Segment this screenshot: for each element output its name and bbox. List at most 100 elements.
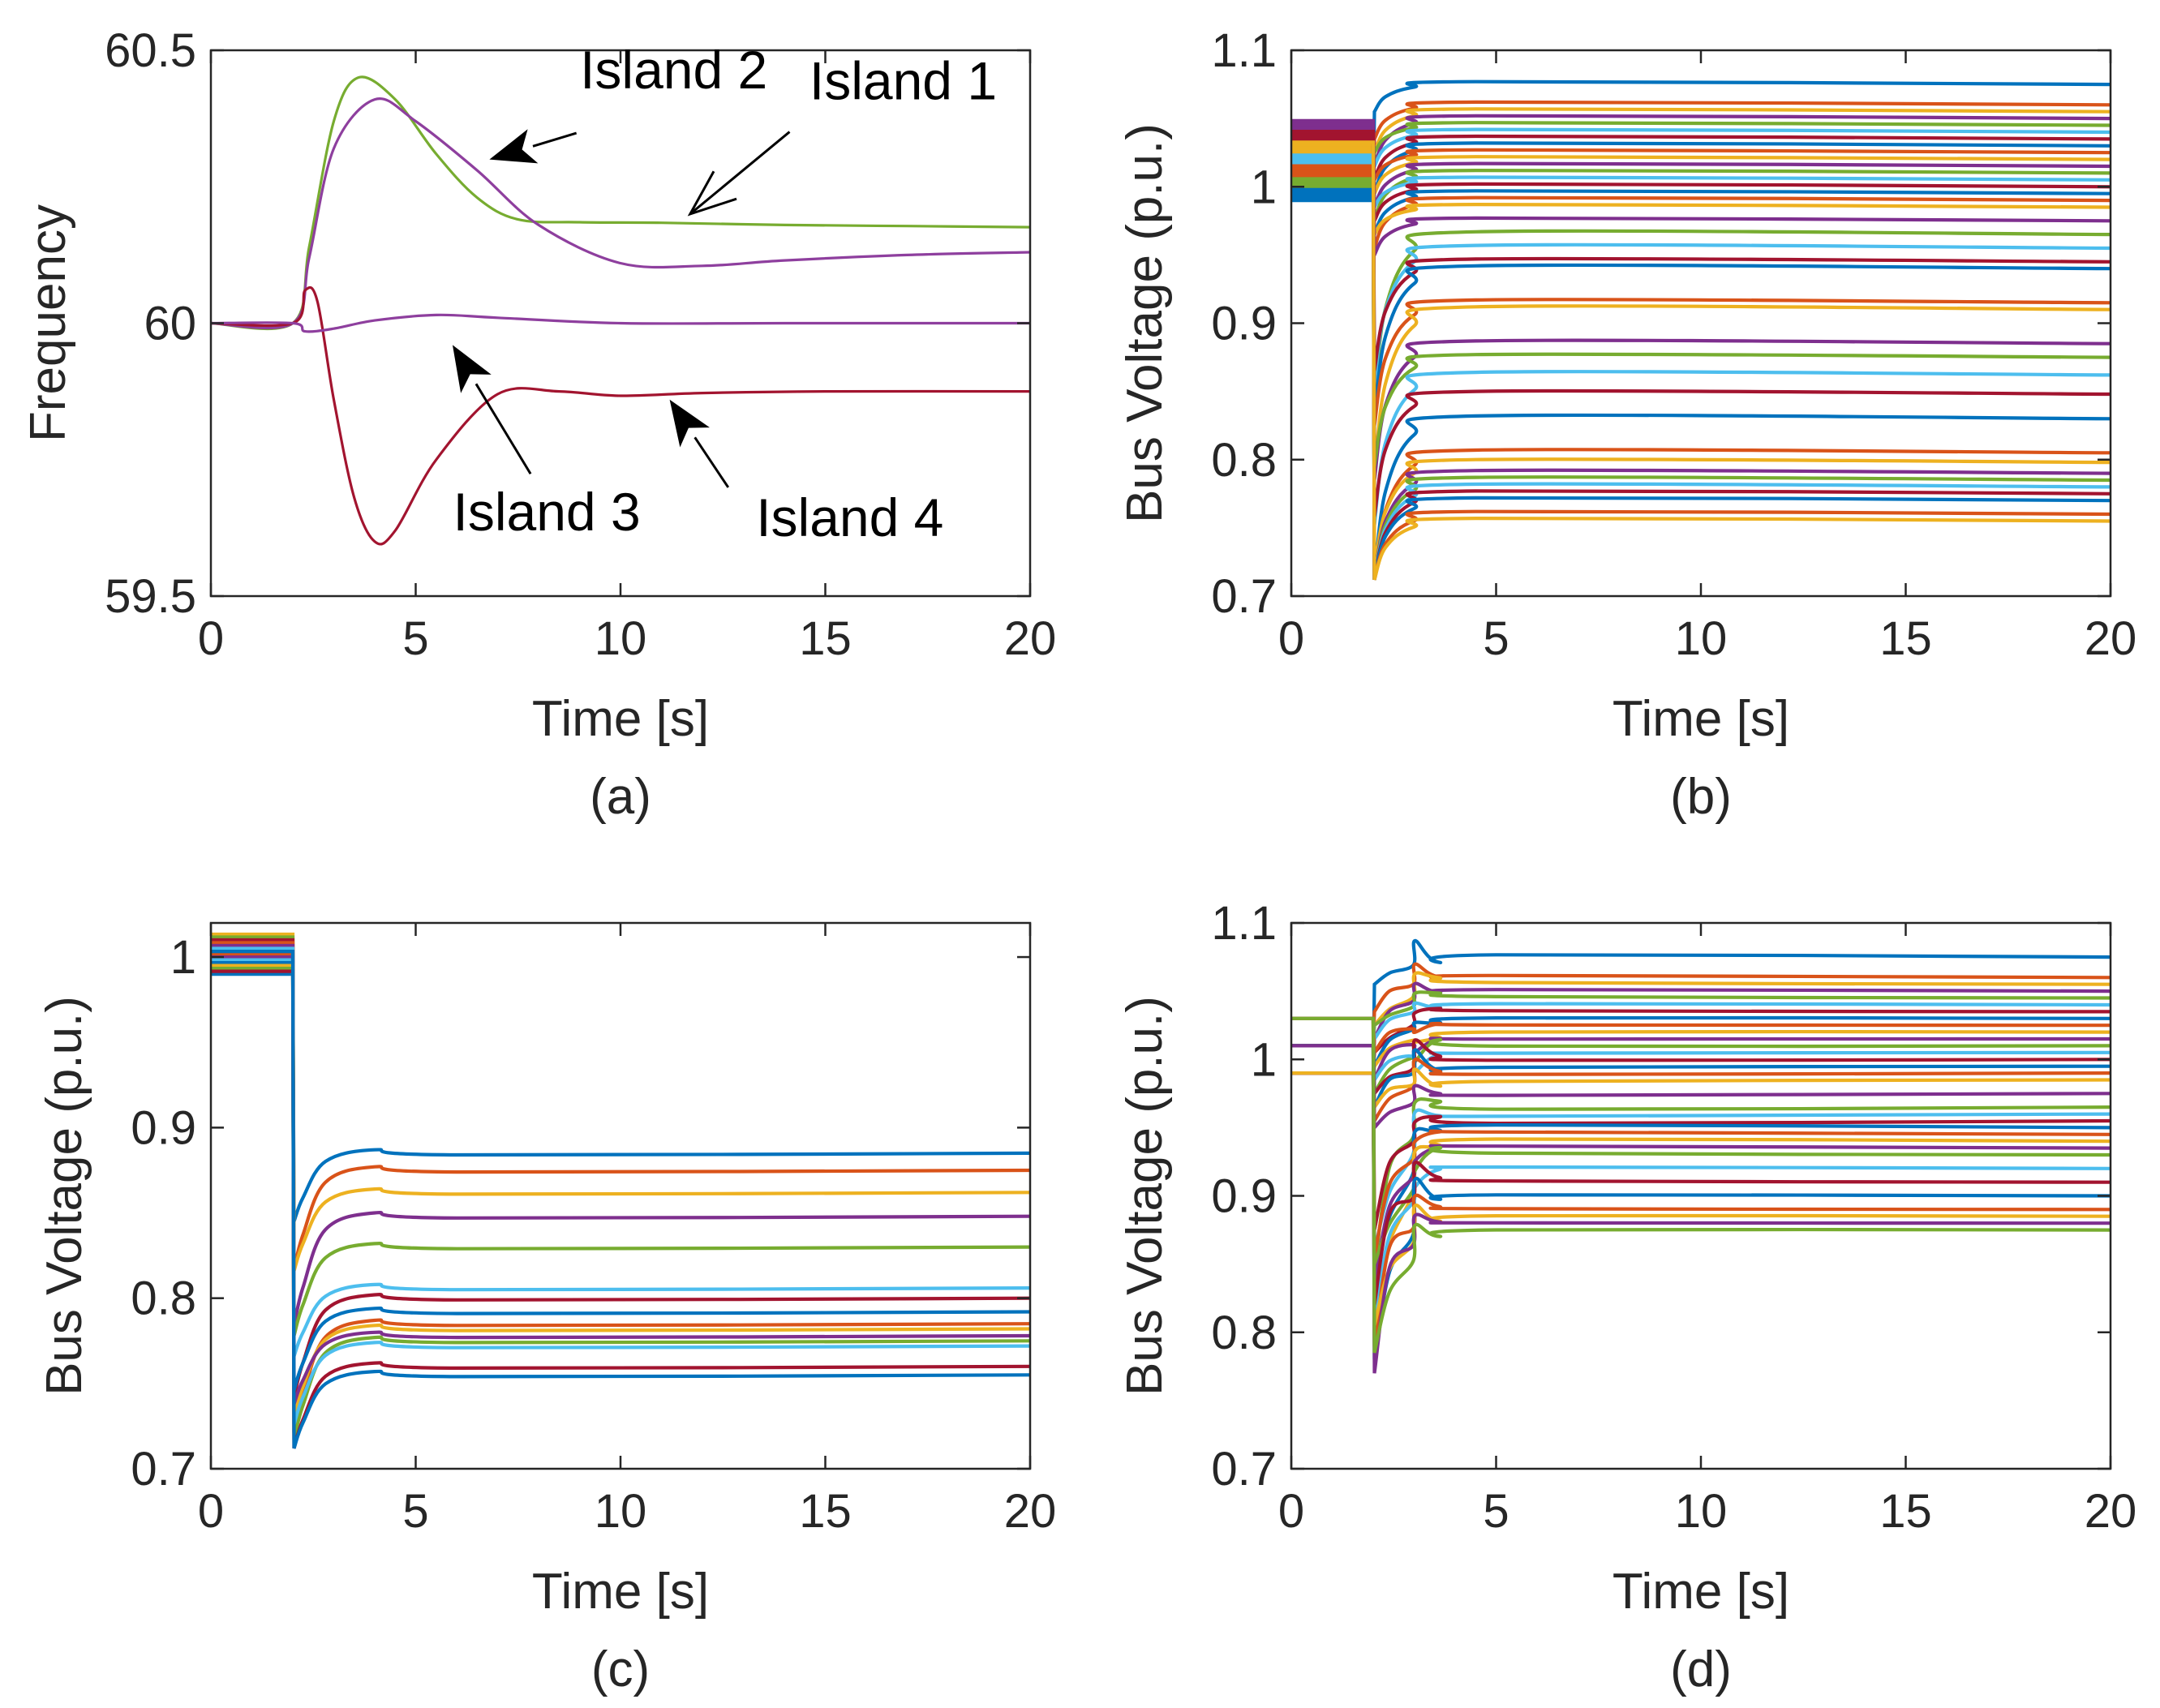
panel-caption: (a) — [590, 769, 651, 825]
y-tick-label: 1 — [1251, 1033, 1277, 1086]
bus-voltage-line — [211, 952, 1030, 1270]
series-line-island-1 — [211, 75, 1030, 331]
annotation-label: Island 2 — [580, 40, 767, 100]
bus-voltage-line — [1291, 148, 2111, 184]
bus-voltage-line — [1291, 147, 2111, 240]
bus-voltage-line — [1291, 192, 2111, 419]
series-line-island-4 — [211, 313, 1030, 333]
panel-b-chart: 0 5 10 15 20 0.7 0.8 0.9 1 1.1 Time [s] (b) Bus Volt… — [1117, 24, 2136, 825]
x-tick-label: 5 — [1483, 612, 1509, 665]
y-tick-label: 1.1 — [1211, 24, 1277, 77]
bus-voltage-line — [1291, 179, 2111, 467]
bus-voltage-line — [1291, 144, 2111, 474]
bus-voltage-line — [1291, 135, 2111, 227]
bus-voltage-line — [1291, 181, 2111, 399]
bus-voltage-line — [1291, 1016, 2111, 1058]
bus-voltage-line — [1291, 1016, 2111, 1354]
bus-voltage-line — [1291, 168, 2111, 222]
bus-voltage-line — [211, 950, 1030, 1449]
x-tick-label: 20 — [2085, 1485, 2137, 1538]
bus-voltage-line — [1291, 164, 2111, 581]
x-tick-label: 15 — [799, 1485, 852, 1538]
annotation-arrow-shaft — [694, 436, 730, 488]
x-tick-label: 0 — [198, 1485, 224, 1538]
bus-voltage-line — [211, 963, 1030, 1418]
series-group — [211, 75, 1030, 546]
bus-voltage-line — [211, 955, 1030, 1326]
bus-voltage-line — [211, 935, 1030, 1337]
bus-voltage-line — [1291, 100, 2111, 178]
annotation-label: Island 1 — [809, 51, 997, 111]
x-tick-label: 15 — [1879, 1485, 1932, 1538]
bus-voltage-line — [1291, 1016, 2111, 1320]
panel-caption: (b) — [1670, 769, 1732, 825]
x-tick-label: 0 — [198, 612, 224, 665]
bus-voltage-line — [1291, 123, 2111, 261]
series-line-island-2 — [211, 97, 1030, 330]
bus-voltage-line — [1291, 121, 2111, 190]
y-tick-label: 0.8 — [131, 1272, 196, 1325]
bus-voltage-line — [211, 932, 1030, 1272]
x-tick-label: 0 — [1278, 1485, 1304, 1538]
y-tick-label: 0.9 — [1211, 1170, 1277, 1223]
y-axis-title: Frequency — [20, 204, 76, 442]
annotation-arrow-head — [687, 170, 737, 217]
x-tick-label: 20 — [1004, 612, 1057, 665]
bus-voltage-line — [1291, 127, 2111, 170]
y-tick-label: 1.1 — [1211, 897, 1277, 950]
series-group — [1291, 938, 2111, 1374]
x-tick-label: 5 — [402, 612, 428, 665]
bus-voltage-line — [211, 961, 1030, 1391]
panel-caption: (c) — [591, 1641, 650, 1697]
bus-voltage-line — [1291, 190, 2111, 581]
bus-voltage-line — [211, 941, 1030, 1434]
bus-voltage-line — [1291, 141, 2111, 200]
bus-voltage-line — [1291, 1044, 2111, 1258]
bus-voltage-line — [1291, 1071, 2111, 1306]
bus-voltage-line — [211, 967, 1030, 1440]
bus-voltage-line — [1291, 114, 2111, 167]
y-tick-label: 0.9 — [1211, 298, 1277, 350]
bus-voltage-line — [1291, 1044, 2111, 1374]
bus-voltage-line — [1291, 1016, 2111, 1346]
bus-voltage-line — [1291, 79, 2111, 203]
bus-voltage-line — [1291, 168, 2111, 427]
bus-voltage-line — [1291, 1038, 2111, 1098]
x-tick-label: 10 — [595, 612, 647, 665]
bus-voltage-line — [1291, 134, 2111, 371]
bus-voltage-line — [1291, 189, 2111, 236]
bus-voltage-line — [1291, 1044, 2111, 1265]
x-tick-label: 15 — [799, 612, 852, 665]
panel-c-chart: 0 5 10 15 20 0.7 0.8 0.9 1 Time [s] (c) Bus Voltage… — [37, 921, 1056, 1697]
annotation-arrow-shaft — [532, 131, 578, 148]
annotation-arrow-shaft — [689, 131, 791, 216]
panel-d-chart: 0 5 10 15 20 0.7 0.8 0.9 1 1.1 Time [s] (d) Bus Volt… — [1117, 897, 2136, 1697]
bus-voltage-line — [1291, 1016, 2111, 1100]
y-tick-label: 0.9 — [131, 1101, 196, 1154]
bus-voltage-line — [1291, 148, 2111, 200]
bus-voltage-line — [1291, 142, 2111, 573]
x-axis-title: Time [s] — [1612, 1564, 1789, 1620]
y-tick-label: 0.8 — [1211, 434, 1277, 487]
series-group — [211, 932, 1030, 1449]
bus-voltage-line — [211, 946, 1030, 1425]
annotation-arrow-head — [489, 129, 539, 164]
bus-voltage-line — [1291, 130, 2111, 581]
y-tick-label: 1 — [170, 931, 196, 984]
bus-voltage-line — [211, 943, 1030, 1405]
x-axis-title: Time [s] — [532, 691, 709, 747]
y-tick-label: 1 — [1251, 161, 1277, 213]
x-axis-title: Time [s] — [1612, 691, 1789, 747]
bus-voltage-line — [1291, 1016, 2111, 1231]
y-axis-title: Bus Voltage (p.u.) — [1117, 123, 1173, 523]
x-tick-label: 20 — [2085, 612, 2137, 665]
y-tick-label: 60.5 — [105, 24, 196, 77]
bus-voltage-line — [211, 972, 1030, 1222]
bus-voltage-line — [1291, 938, 2111, 1075]
annotation-arrow-shaft — [475, 383, 532, 475]
x-tick-label: 5 — [1483, 1485, 1509, 1538]
bus-voltage-line — [1291, 1044, 2111, 1112]
annotation-label: Island 4 — [756, 487, 943, 547]
y-tick-label: 0.7 — [1211, 570, 1277, 623]
